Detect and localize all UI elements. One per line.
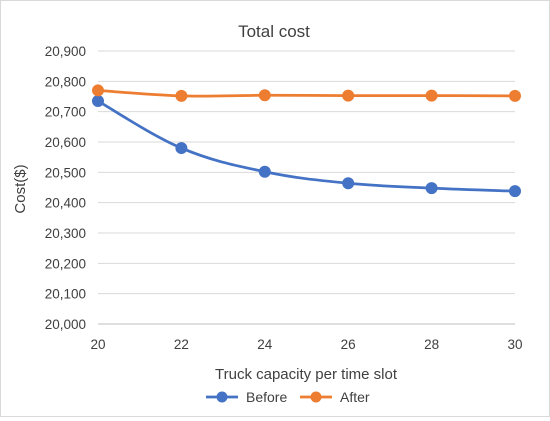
series-line-after — [96, 89, 517, 98]
x-tick-label: 24 — [257, 337, 273, 352]
gridlines — [98, 50, 515, 295]
data-point-after — [509, 89, 521, 102]
data-point-before — [92, 95, 104, 108]
y-tick-label: 20,900 — [45, 44, 86, 59]
data-point-after — [258, 89, 271, 102]
y-tick-label: 20,300 — [45, 226, 86, 241]
y-tick-label: 20,800 — [45, 74, 86, 89]
y-tick-label: 20,100 — [45, 287, 86, 302]
legend-marker-before — [216, 391, 228, 403]
data-point-before — [425, 182, 438, 195]
data-point-before — [509, 185, 521, 198]
legend-marker-after — [310, 391, 322, 403]
y-axis-title: Cost($) — [12, 164, 29, 213]
data-point-after — [425, 89, 438, 102]
series-before — [92, 95, 521, 198]
x-axis-tick-labels: 20 22 24 26 28 30 — [90, 337, 522, 352]
x-tick-label: 26 — [341, 337, 356, 352]
data-point-after — [175, 89, 188, 102]
y-tick-label: 20,600 — [45, 135, 86, 150]
data-point-after — [342, 89, 355, 102]
data-point-before — [258, 165, 271, 178]
y-tick-label: 20,000 — [45, 317, 86, 332]
legend-item-before: Before — [206, 389, 287, 405]
y-tick-label: 20,200 — [45, 256, 86, 271]
chart-title: Total cost — [238, 22, 310, 41]
x-tick-label: 30 — [507, 337, 522, 352]
series-line-before — [96, 99, 517, 193]
y-tick-label: 20,500 — [45, 165, 86, 180]
series-after — [92, 84, 521, 102]
legend-label-after: After — [340, 389, 370, 405]
legend-item-after: After — [300, 389, 370, 405]
y-tick-label: 20,700 — [45, 105, 86, 120]
x-tick-label: 22 — [174, 337, 189, 352]
y-tick-label: 20,400 — [45, 196, 86, 211]
series-layer — [92, 84, 521, 198]
legend: Before After — [206, 389, 370, 405]
data-point-before — [342, 177, 355, 190]
data-point-after — [92, 84, 104, 97]
data-point-before — [175, 142, 188, 155]
y-axis-tick-labels: 20,000 20,100 20,200 20,300 20,400 20,500 20,6… — [45, 44, 86, 332]
legend-label-before: Before — [246, 389, 287, 405]
x-tick-label: 28 — [424, 337, 439, 352]
x-tick-label: 20 — [90, 337, 105, 352]
x-axis-title: Truck capacity per time slot — [215, 366, 398, 383]
